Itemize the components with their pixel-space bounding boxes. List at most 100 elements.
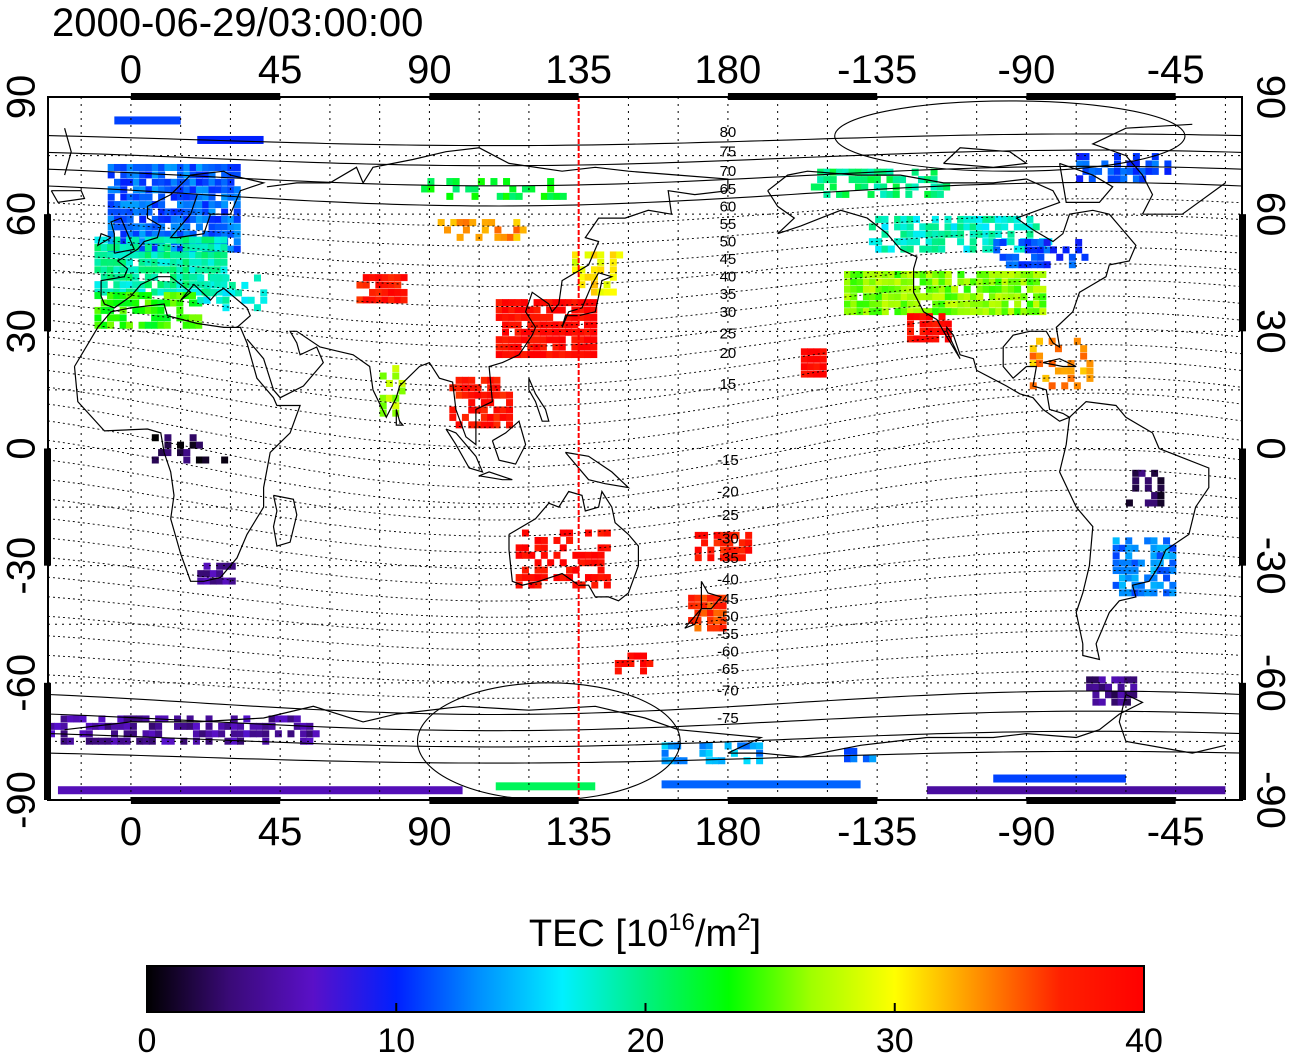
tec-cell [528,185,536,193]
tec-cell [1086,367,1094,375]
tec-cell [938,278,946,286]
tec-cell [455,421,463,429]
tec-cell [546,299,554,307]
tec-cell [164,449,172,457]
tec-cell [913,293,921,301]
tec-cell [502,343,510,351]
tec-cell [255,730,263,738]
tec-cell [125,281,133,289]
tec-cell [107,244,115,252]
top-longitude-label: -135 [837,48,917,92]
tec-cell [293,715,301,723]
tec-cell [151,266,159,274]
magnetic-latitude-contour [48,181,1242,207]
tec-cell [850,300,858,308]
tec-cell [136,715,144,723]
tec-cell [375,296,383,304]
tec-cell [547,178,555,186]
tec-cell [119,258,127,266]
tec-cell [195,281,203,289]
tec-cell [1125,537,1133,545]
tec-cell [502,321,510,329]
tec-cell [1001,293,1009,301]
tec-cell [886,190,894,198]
tec-cell [455,384,463,392]
tec-cell [1123,698,1131,706]
tec-cell [120,171,128,179]
magnetic-latitude-label: -70 [717,683,739,700]
tec-cell [176,281,184,289]
tec-cell [456,233,464,241]
tec-cell [176,258,184,266]
tec-cell [1068,253,1076,261]
tec-cell [253,304,261,312]
tec-cell [571,328,579,336]
tec-cell [125,251,133,259]
tec-cell [132,193,140,201]
tec-cell [107,321,115,329]
tec-cell [471,192,479,200]
tec-cell [911,168,919,176]
tec-cell [474,421,482,429]
tec-cell [539,336,547,344]
tec-cell [182,244,190,252]
tec-cell [1169,581,1177,589]
tec-cell [597,288,605,296]
tec-cell [362,281,370,289]
tec-cell [188,244,196,252]
tec-cell [1098,676,1106,684]
tec-cell [201,266,209,274]
tec-cell [572,581,580,589]
tec-cell [233,186,241,194]
right-latitude-label: 30 [1248,309,1292,354]
tec-cell [1007,230,1015,238]
magnetic-latitude-contour [48,133,1242,147]
tec-cell [844,300,851,308]
tec-cell [646,659,654,667]
tec-cell [176,288,184,296]
tec-cell [1036,352,1044,360]
top-longitude-label: 90 [407,48,452,92]
tec-cell [1156,552,1164,560]
tec-cell [862,755,870,763]
tec-cell [932,270,940,278]
tec-cell [249,730,257,738]
tec-cell [907,335,915,343]
tec-cell [963,223,971,231]
tec-cell [1092,683,1100,691]
tec-cell [1033,270,1041,278]
tec-cell [195,201,203,209]
tec-cell [867,176,875,184]
tec-cell [590,299,598,307]
tec-cell [220,236,228,244]
tec-cell [925,270,933,278]
tec-cell [195,441,203,449]
tec-cell [163,236,171,244]
magnetic-latitude-contour [48,569,1242,618]
tec-cell [1163,574,1171,582]
coastline [1118,694,1226,754]
tec-cell [480,406,488,414]
tec-cell [633,652,641,660]
top-longitude-label: 45 [258,48,303,92]
tec-cell [176,299,184,307]
tec-cell [892,183,900,191]
tec-cell [912,215,920,223]
tec-cell [1048,360,1056,368]
frame-tick-bar [44,682,51,800]
tec-cell [590,351,598,359]
tec-cell [713,609,721,617]
tec-cell [571,336,579,344]
tec-cell [1036,337,1044,345]
tec-cell [494,233,502,241]
tec-cell [499,406,507,414]
tec-cell [1033,285,1041,293]
tec-cell [577,328,585,336]
tec-cell [224,722,232,730]
tec-cell [119,244,127,252]
tec-cell [572,266,580,274]
tec-cell [107,208,115,216]
tec-cell [515,192,523,200]
tec-cell [869,755,877,763]
